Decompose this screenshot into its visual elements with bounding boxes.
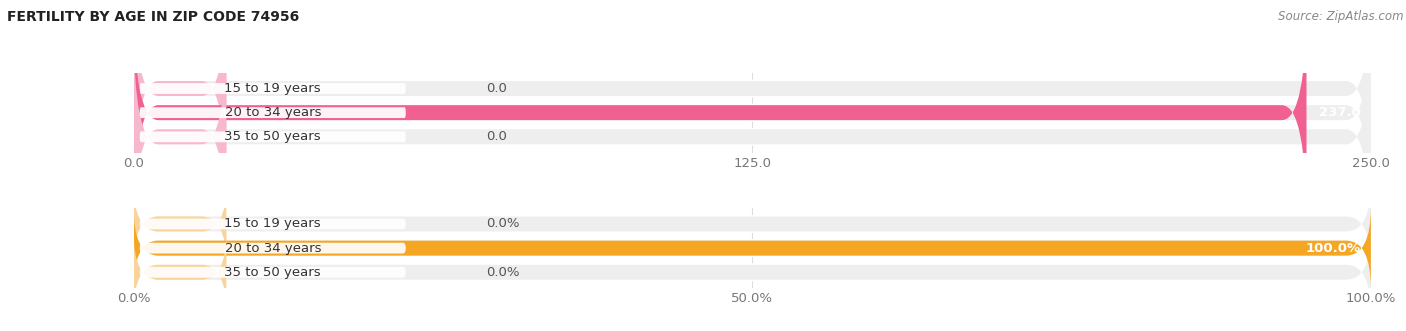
Text: 0.0%: 0.0%	[486, 217, 520, 230]
Text: 0.0%: 0.0%	[486, 266, 520, 279]
FancyBboxPatch shape	[139, 131, 406, 142]
Text: Source: ZipAtlas.com: Source: ZipAtlas.com	[1278, 10, 1403, 23]
Text: 0.0: 0.0	[486, 130, 508, 143]
FancyBboxPatch shape	[134, 183, 226, 265]
FancyBboxPatch shape	[134, 183, 1371, 265]
Text: FERTILITY BY AGE IN ZIP CODE 74956: FERTILITY BY AGE IN ZIP CODE 74956	[7, 10, 299, 24]
FancyBboxPatch shape	[139, 83, 406, 94]
Text: 20 to 34 years: 20 to 34 years	[225, 106, 321, 119]
FancyBboxPatch shape	[134, 0, 1371, 202]
FancyBboxPatch shape	[134, 207, 1371, 289]
FancyBboxPatch shape	[134, 204, 1371, 292]
Text: 100.0%: 100.0%	[1306, 242, 1361, 255]
Text: 15 to 19 years: 15 to 19 years	[225, 82, 321, 95]
Text: 35 to 50 years: 35 to 50 years	[225, 130, 321, 143]
FancyBboxPatch shape	[134, 0, 1371, 237]
FancyBboxPatch shape	[134, 228, 1371, 316]
FancyBboxPatch shape	[139, 243, 406, 254]
FancyBboxPatch shape	[134, 24, 1371, 250]
FancyBboxPatch shape	[134, 0, 226, 202]
Text: 15 to 19 years: 15 to 19 years	[225, 217, 321, 230]
FancyBboxPatch shape	[134, 0, 1371, 213]
FancyBboxPatch shape	[134, 207, 1371, 289]
Text: 35 to 50 years: 35 to 50 years	[225, 266, 321, 279]
FancyBboxPatch shape	[134, 231, 1371, 313]
FancyBboxPatch shape	[134, 0, 1306, 226]
FancyBboxPatch shape	[134, 24, 226, 250]
FancyBboxPatch shape	[139, 218, 406, 229]
FancyBboxPatch shape	[134, 0, 1371, 226]
Text: 20 to 34 years: 20 to 34 years	[225, 242, 321, 255]
Text: 237.0: 237.0	[1319, 106, 1361, 119]
FancyBboxPatch shape	[139, 267, 406, 278]
Text: 0.0: 0.0	[486, 82, 508, 95]
FancyBboxPatch shape	[134, 180, 1371, 268]
FancyBboxPatch shape	[134, 13, 1371, 261]
FancyBboxPatch shape	[139, 107, 406, 118]
FancyBboxPatch shape	[134, 231, 226, 313]
